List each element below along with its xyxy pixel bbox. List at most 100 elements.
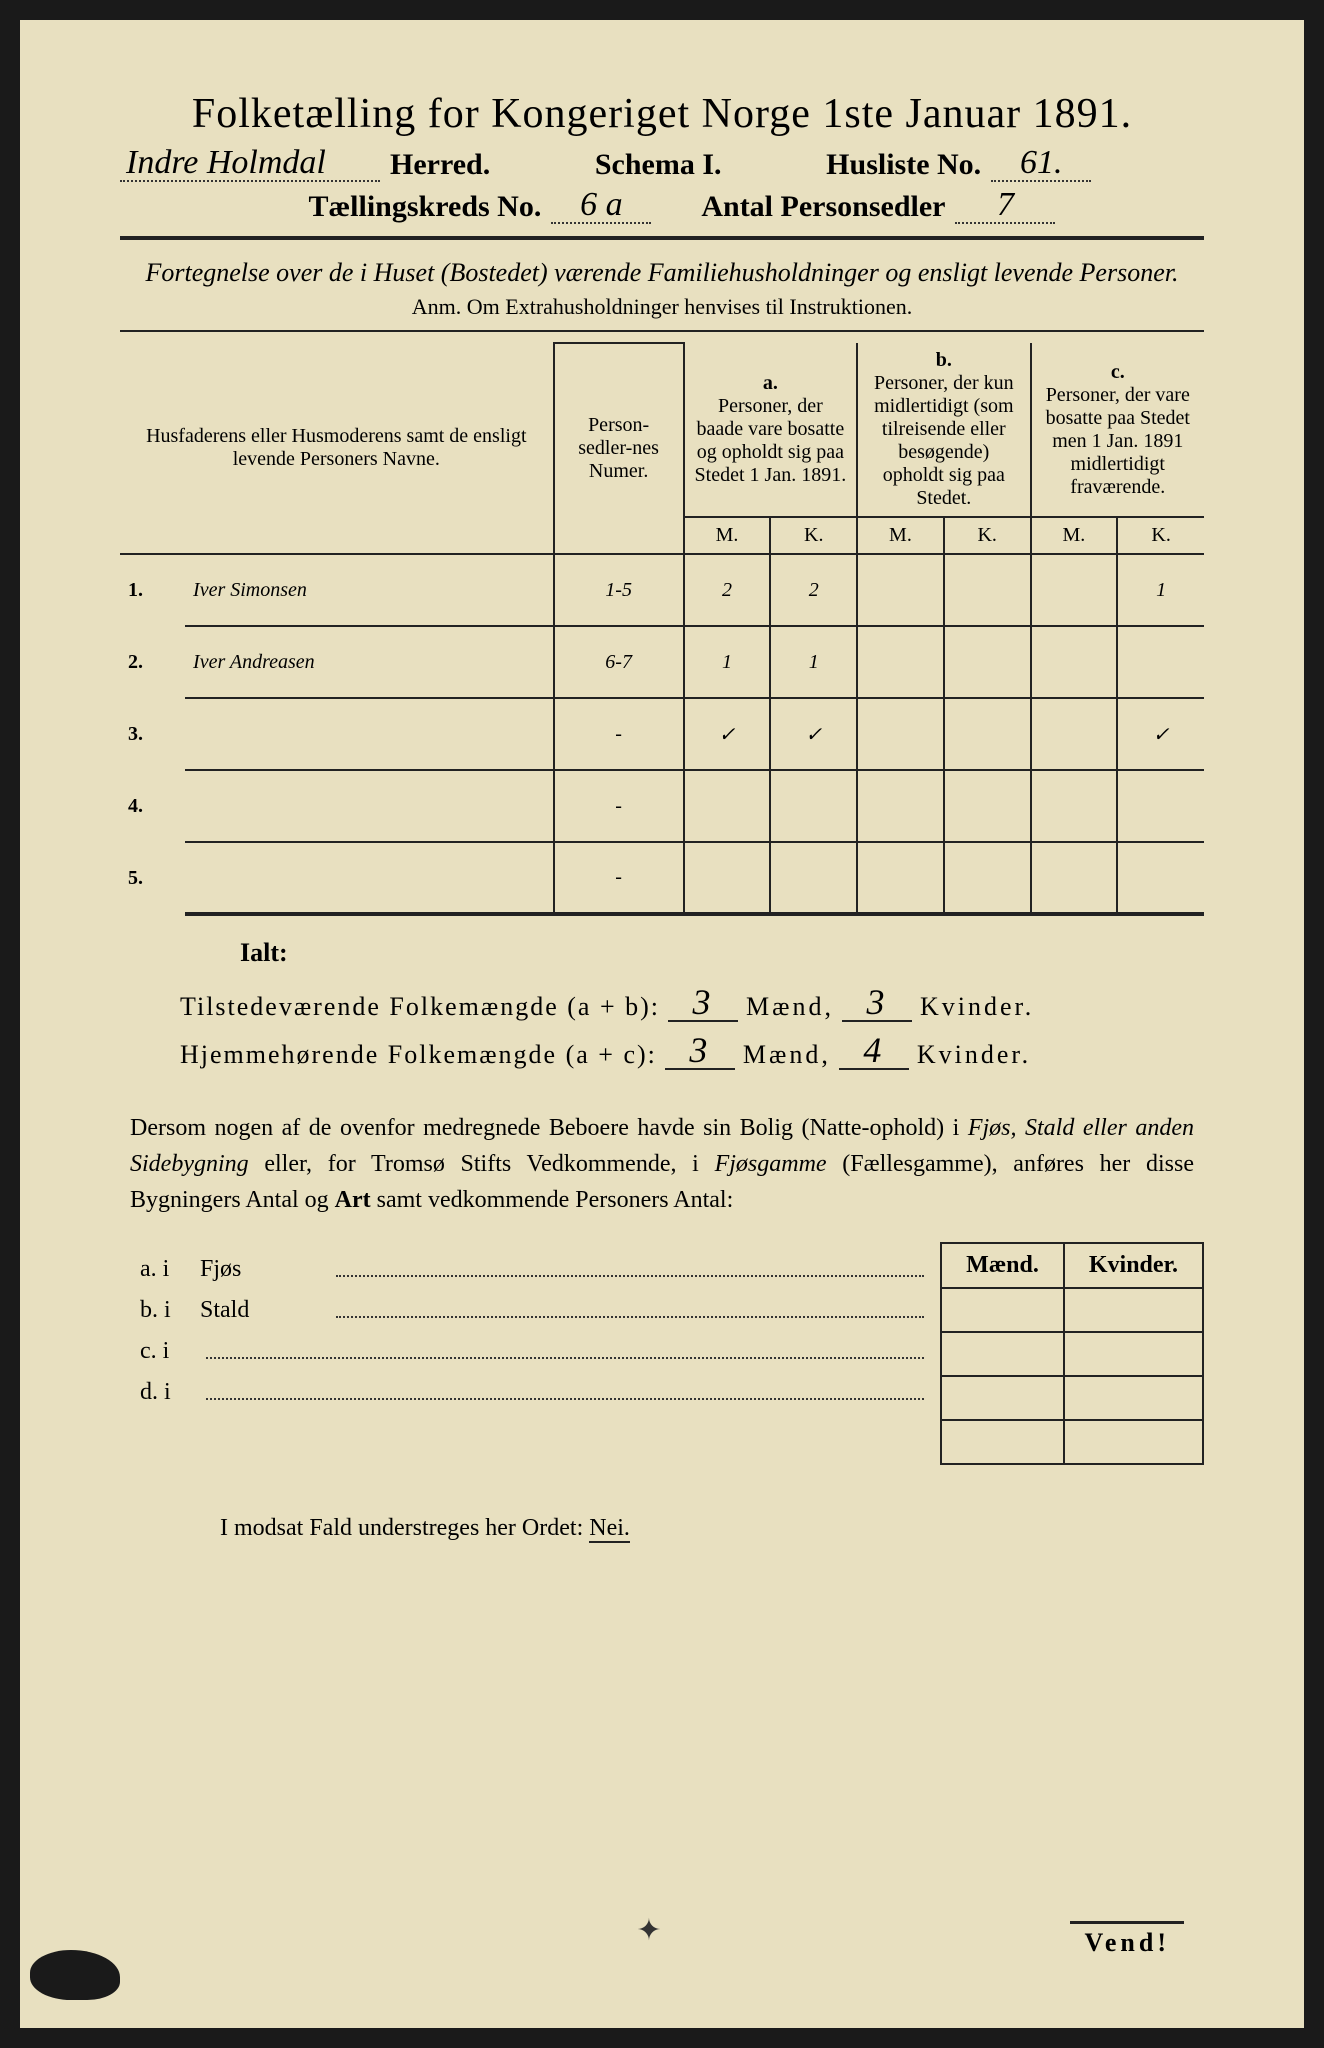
- table-row: 4. -: [120, 770, 1204, 842]
- row-a-name: Fjøs: [200, 1256, 330, 1283]
- name-cell: [185, 842, 554, 914]
- row-b-name: Stald: [200, 1297, 330, 1324]
- header-row-1: Indre Holmdal Herred. Schema I. Husliste…: [120, 146, 1204, 182]
- col-a-k: K.: [770, 517, 857, 554]
- name-cell: Iver Andreasen: [185, 626, 554, 698]
- a-m-cell: [684, 842, 771, 914]
- sedler-cell: -: [554, 770, 684, 842]
- mk-maend: Mænd.: [941, 1243, 1064, 1288]
- hjemme-m: 3: [665, 1032, 735, 1070]
- tilstede-line: Tilstedeværende Folkemængde (a + b): 3 M…: [180, 984, 1204, 1022]
- mk-kvinder: Kvinder.: [1064, 1243, 1203, 1288]
- c-m-cell: [1031, 698, 1118, 770]
- vend-label: Vend!: [1070, 1921, 1184, 1958]
- para-b1: Art: [335, 1187, 371, 1213]
- a-k-cell: [770, 842, 857, 914]
- row-d-lbl: d. i: [140, 1379, 200, 1406]
- col-c: c. Personer, der vare bosatte paa Stedet…: [1031, 343, 1204, 517]
- subtitle: Fortegnelse over de i Huset (Bostedet) v…: [120, 258, 1204, 288]
- sidebyg-row-d: d. i: [140, 1379, 930, 1406]
- a-k-cell: 2: [770, 554, 857, 626]
- table-row: 2. Iver Andreasen 6-7 1 1: [120, 626, 1204, 698]
- b-m-cell: [857, 770, 944, 842]
- col-a-m: M.: [684, 517, 771, 554]
- husliste-value: 61.: [991, 146, 1091, 182]
- herred-label: Herred.: [390, 148, 490, 182]
- table-row: 5. -: [120, 842, 1204, 914]
- row-num: 2.: [120, 626, 185, 698]
- col-c-label: c.: [1111, 361, 1125, 383]
- kvinder-label: Kvinder.: [917, 1040, 1031, 1070]
- c-k-cell: ✓: [1117, 698, 1204, 770]
- hjemme-label: Hjemmehørende Folkemængde (a + c):: [180, 1040, 657, 1070]
- sedler-cell: -: [554, 842, 684, 914]
- paragraph: Dersom nogen af de ovenfor medregnede Be…: [130, 1110, 1194, 1218]
- mk-table: Mænd. Kvinder.: [940, 1242, 1204, 1465]
- c-k-cell: 1: [1117, 554, 1204, 626]
- sedler-cell: 6-7: [554, 626, 684, 698]
- row-num: 5.: [120, 842, 185, 914]
- antal-label: Antal Personsedler: [701, 190, 945, 224]
- b-k-cell: [944, 554, 1031, 626]
- para-t4: samt vedkommende Personers Antal:: [371, 1187, 734, 1213]
- page-title: Folketælling for Kongeriget Norge 1ste J…: [120, 90, 1204, 138]
- tilstede-m: 3: [668, 984, 738, 1022]
- table-row: 3. - ✓ ✓ ✓: [120, 698, 1204, 770]
- c-k-cell: [1117, 770, 1204, 842]
- dots: [206, 1357, 924, 1359]
- sidebyg-row-a: a. i Fjøs: [140, 1256, 930, 1283]
- a-k-cell: ✓: [770, 698, 857, 770]
- col-b-text: Personer, der kun midlertidigt (som tilr…: [874, 372, 1014, 509]
- col-a-label: a.: [763, 372, 778, 394]
- nei-word: Nei.: [589, 1515, 630, 1543]
- kreds-label: Tællingskreds No.: [309, 190, 542, 224]
- b-k-cell: [944, 626, 1031, 698]
- dots: [336, 1316, 924, 1318]
- tilstede-label: Tilstedeværende Folkemængde (a + b):: [180, 992, 660, 1022]
- col-b: b. Personer, der kun midlertidigt (som t…: [857, 343, 1030, 517]
- sedler-cell: -: [554, 698, 684, 770]
- census-table: Husfaderens eller Husmoderens samt de en…: [120, 342, 1204, 916]
- sidebyg-row-c: c. i: [140, 1338, 930, 1365]
- hjemme-k: 4: [839, 1032, 909, 1070]
- col-a-text: Personer, der baade vare bosatte og opho…: [695, 395, 847, 486]
- anm-note: Anm. Om Extrahusholdninger henvises til …: [120, 294, 1204, 320]
- row-b-lbl: b. i: [140, 1297, 200, 1324]
- smudge-mark: ✦: [636, 1913, 661, 1948]
- census-page: Folketælling for Kongeriget Norge 1ste J…: [0, 0, 1324, 2048]
- col-sedler: Person-sedler-nes Numer.: [554, 343, 684, 554]
- b-m-cell: [857, 842, 944, 914]
- mk-cell: [941, 1376, 1064, 1420]
- dots: [206, 1398, 924, 1400]
- dots: [336, 1275, 924, 1277]
- mk-cell: [941, 1420, 1064, 1464]
- maend-label: Mænd,: [743, 1040, 831, 1070]
- table-row: 1. Iver Simonsen 1-5 2 2 1: [120, 554, 1204, 626]
- col-b-k: K.: [944, 517, 1031, 554]
- b-k-cell: [944, 770, 1031, 842]
- ialt-label: Ialt:: [240, 938, 1204, 968]
- mk-cell: [1064, 1288, 1203, 1332]
- schema-label: Schema I.: [595, 148, 722, 182]
- husliste-label: Husliste No.: [826, 148, 981, 182]
- rule-1: [120, 236, 1204, 240]
- c-m-cell: [1031, 842, 1118, 914]
- b-k-cell: [944, 842, 1031, 914]
- a-k-cell: [770, 770, 857, 842]
- nei-line: I modsat Fald understreges her Ordet: Ne…: [220, 1515, 1204, 1542]
- antal-value: 7: [955, 188, 1055, 224]
- a-m-cell: 1: [684, 626, 771, 698]
- a-m-cell: ✓: [684, 698, 771, 770]
- col-c-m: M.: [1031, 517, 1118, 554]
- c-m-cell: [1031, 770, 1118, 842]
- name-cell: [185, 698, 554, 770]
- kvinder-label: Kvinder.: [920, 992, 1034, 1022]
- row-a-lbl: a. i: [140, 1256, 200, 1283]
- c-m-cell: [1031, 554, 1118, 626]
- herred-value: Indre Holmdal: [120, 146, 380, 182]
- para-t1: Dersom nogen af de ovenfor medregnede Be…: [130, 1115, 968, 1141]
- mk-cell: [941, 1288, 1064, 1332]
- row-c-lbl: c. i: [140, 1338, 200, 1365]
- mk-cell: [1064, 1332, 1203, 1376]
- col-c-text: Personer, der vare bosatte paa Stedet me…: [1046, 384, 1190, 498]
